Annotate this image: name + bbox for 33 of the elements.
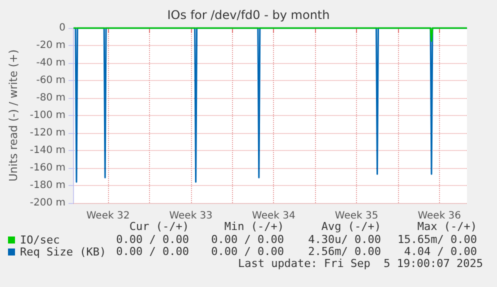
legend-label: IO/sec	[20, 234, 60, 246]
y-tick-label: -160 m	[30, 162, 66, 174]
text: 0.00 / 0.00	[116, 245, 189, 258]
y-tick-label: -20 m	[36, 40, 66, 51]
x-tick-label: Week 36	[418, 210, 462, 222]
x-tick-label: Week 34	[252, 210, 296, 222]
y-tick-label: 0	[59, 22, 66, 34]
text: 4.30u/ 0.00	[308, 233, 381, 246]
text: Max (-/+)	[417, 220, 477, 233]
text: Last update: Fri Sep 5 19:00:07 2025	[238, 257, 483, 270]
y-tick-label: -180 m	[30, 180, 66, 191]
y-tick-label: -60 m	[36, 75, 66, 86]
text: Cur (-/+)	[129, 220, 189, 233]
y-tick-label: -140 m	[30, 145, 66, 156]
y-tick-label: -200 m	[30, 198, 66, 208]
text: 15.65m/ 0.00	[398, 233, 477, 246]
x-tick-label: Week 32	[86, 210, 130, 222]
y-tick-label: -80 m	[36, 92, 66, 104]
text: 0.00 / 0.00	[116, 233, 189, 246]
legend-label: Req Size (KB)	[20, 246, 106, 258]
y-tick-label: -100 m	[30, 110, 66, 121]
text: Avg (-/+)	[321, 220, 381, 233]
y-axis-title: Units read (-) / write (+)	[7, 49, 20, 182]
text: 0.00 / 0.00	[211, 245, 284, 258]
y-tick-label: -120 m	[30, 128, 66, 138]
text: 4.04 / 0.00	[404, 245, 477, 258]
y-tick-label: -40 m	[36, 58, 66, 68]
text: Min (-/+)	[224, 220, 284, 233]
x-tick-label: Week 33	[169, 210, 213, 222]
text: 2.56m/ 0.00	[308, 245, 381, 258]
chart-title: IOs for /dev/fd0 - by month	[167, 8, 330, 22]
x-tick-label: Week 35	[334, 210, 378, 222]
text: 0.00 / 0.00	[211, 233, 284, 246]
